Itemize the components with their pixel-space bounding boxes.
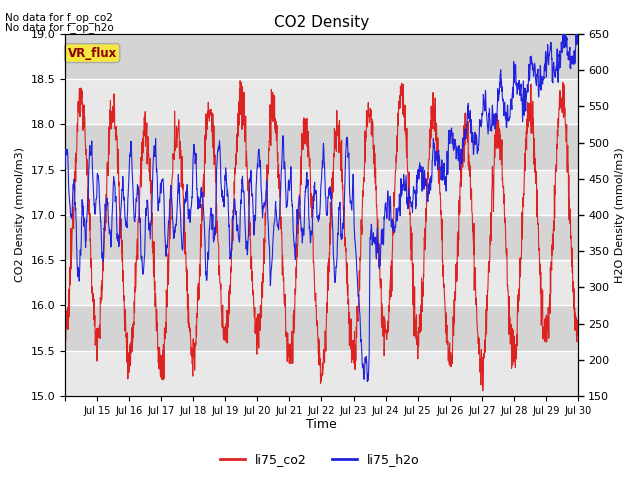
Text: No data for f_op_h2o: No data for f_op_h2o [5, 23, 114, 34]
Bar [65, 215, 578, 260]
Line: li75_co2: li75_co2 [65, 81, 578, 391]
li75_co2 [248, 253, 255, 259]
li75_co2 [332, 145, 339, 151]
Line: li75_h2o: li75_h2o [65, 30, 578, 382]
Y-axis label: H2O Density (mmol/m3): H2O Density (mmol/m3) [615, 147, 625, 283]
li75_h2o [227, 246, 235, 252]
Legend: li75_co2, li75_h2o: li75_co2, li75_h2o [215, 448, 425, 471]
Bar [65, 351, 578, 396]
li75_h2o [364, 379, 371, 384]
li75_co2 [479, 388, 486, 394]
Title: CO2 Density: CO2 Density [274, 15, 369, 30]
li75_co2 [61, 335, 69, 340]
Y-axis label: CO2 Density (mmol/m3): CO2 Density (mmol/m3) [15, 147, 25, 282]
li75_h2o [248, 176, 255, 181]
li75_h2o [61, 165, 69, 170]
li75_h2o [573, 27, 581, 33]
li75_co2 [227, 269, 235, 275]
Bar [65, 305, 578, 351]
li75_co2 [547, 264, 554, 270]
li75_co2 [574, 331, 582, 337]
li75_h2o [547, 48, 554, 54]
X-axis label: Time: Time [306, 419, 337, 432]
li75_h2o [191, 150, 199, 156]
li75_h2o [543, 49, 551, 55]
li75_co2 [236, 78, 244, 84]
Bar [65, 169, 578, 215]
Bar [65, 34, 578, 79]
Text: No data for f_op_co2: No data for f_op_co2 [5, 12, 113, 23]
Text: VR_flux: VR_flux [68, 47, 117, 60]
li75_co2 [543, 315, 551, 321]
li75_h2o [574, 41, 582, 47]
li75_co2 [191, 355, 199, 361]
Bar [65, 79, 578, 124]
Bar [65, 260, 578, 305]
li75_h2o [331, 280, 339, 286]
Bar [65, 124, 578, 169]
